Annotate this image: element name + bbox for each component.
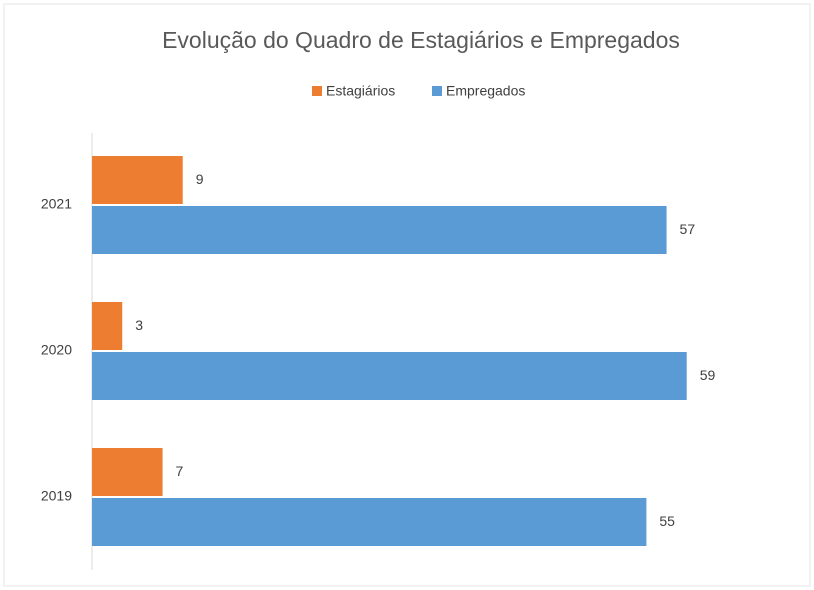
bar <box>92 302 123 350</box>
bar <box>92 156 183 204</box>
bar <box>92 352 687 400</box>
bar <box>92 498 647 546</box>
data-label: 7 <box>176 463 184 479</box>
chart-title: Evolução do Quadro de Estagiários e Empr… <box>162 27 680 53</box>
legend-label: Empregados <box>446 83 525 99</box>
legend-label: Estagiários <box>326 83 395 99</box>
y-tick-label: 2019 <box>41 488 72 504</box>
data-label: 57 <box>680 221 696 237</box>
data-label: 55 <box>659 513 675 529</box>
data-label: 9 <box>196 171 204 187</box>
data-label: 3 <box>135 317 143 333</box>
bar <box>92 448 163 496</box>
y-tick-label: 2020 <box>41 342 72 358</box>
data-label: 59 <box>700 367 716 383</box>
bar <box>92 206 667 254</box>
legend-swatch <box>312 86 322 96</box>
legend-swatch <box>432 86 442 96</box>
y-tick-label: 2021 <box>41 196 72 212</box>
